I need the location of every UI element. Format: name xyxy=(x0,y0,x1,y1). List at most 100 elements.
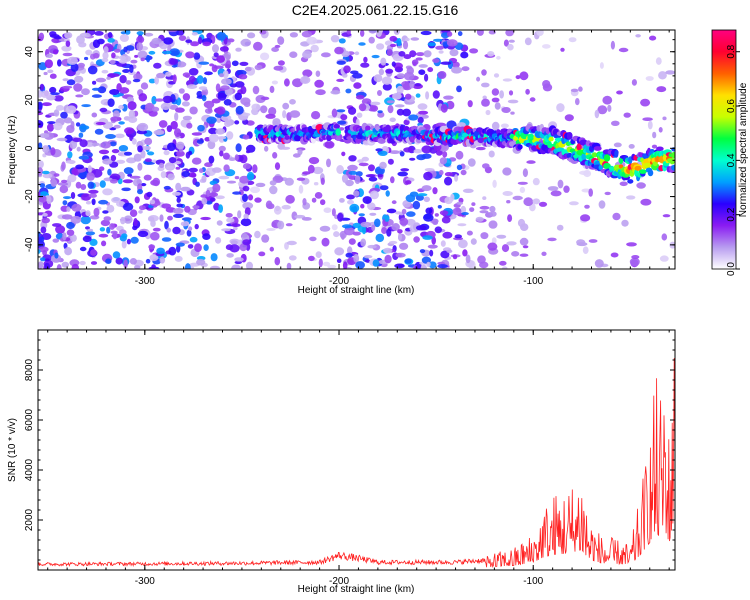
spectrogram-cell xyxy=(226,217,235,223)
spectrogram-cell xyxy=(138,93,148,102)
spectrogram-cell xyxy=(315,89,326,96)
spectrogram-cell xyxy=(458,239,468,249)
spectrogram-cell xyxy=(652,161,658,167)
spectrogram-cell xyxy=(419,249,426,254)
spectrogram-cell xyxy=(423,171,433,181)
spectrogram-cell xyxy=(182,93,191,101)
spectrogram-cell xyxy=(505,30,514,37)
spectrogram-cell xyxy=(576,143,582,151)
spectrogram-cell xyxy=(377,110,383,114)
spectrogram-cell xyxy=(610,40,616,50)
spectrogram-cell xyxy=(169,48,180,56)
spectrogram-cell xyxy=(101,240,107,247)
spectrogram-cell xyxy=(247,194,254,201)
spectrogram-cell xyxy=(79,125,90,130)
spectrogram-cell xyxy=(507,99,519,104)
spectrogram-cell xyxy=(455,150,464,160)
spectrogram-cell xyxy=(39,133,50,139)
spectrogram-cell xyxy=(427,42,436,47)
spectrogram-cell xyxy=(161,203,172,209)
spectrogram-cell xyxy=(123,151,133,156)
spectrogram-cell xyxy=(432,58,440,63)
spectrogram-cell xyxy=(475,146,486,151)
spectrogram-cell xyxy=(67,151,73,159)
spectrogram-cell xyxy=(97,38,105,45)
spectrogram-cell xyxy=(178,88,185,94)
y-tick-label: 0 xyxy=(24,145,35,151)
spectrogram-cell xyxy=(336,60,346,65)
spectrogram-cell xyxy=(403,147,413,153)
spectrogram-cell xyxy=(97,86,107,94)
spectrogram-cell xyxy=(38,120,44,128)
spectrogram-cell xyxy=(434,226,442,234)
y-tick-label: 6000 xyxy=(24,408,35,431)
spectrogram-cell xyxy=(138,210,143,214)
spectrogram-cell xyxy=(368,176,378,182)
spectrogram-cell xyxy=(111,52,116,59)
spectrogram-cell xyxy=(397,229,403,234)
spectrogram-cell xyxy=(43,71,48,76)
spectrogram-cell xyxy=(81,88,90,96)
spectrogram-cell xyxy=(380,57,387,66)
spectrogram-cell xyxy=(168,157,177,164)
colorbar: 0.0 0.2 0.4 0.6 0.8 Normalized spectral ampl… xyxy=(711,29,749,276)
spectrogram-cell xyxy=(547,237,557,242)
spectrogram-cell xyxy=(165,71,172,77)
spectrogram-cell xyxy=(395,66,402,71)
spectrogram-cell xyxy=(235,47,242,52)
spectrogram-cell xyxy=(76,146,81,152)
spectrogram-cell xyxy=(265,113,276,119)
spectrogram-cell xyxy=(519,71,529,81)
spectrogram-cell xyxy=(210,197,216,202)
spectrogram-cell xyxy=(289,32,298,38)
spectrogram-cell xyxy=(274,162,281,171)
spectrogram-cell xyxy=(524,37,532,46)
spectrogram-cell xyxy=(599,62,604,69)
spectrogram-cell xyxy=(372,259,380,267)
spectrogram-cell xyxy=(365,174,376,178)
spectrogram-cell xyxy=(113,124,121,129)
spectrogram-cell xyxy=(62,52,73,57)
spectrogram-cell xyxy=(612,212,621,221)
colorbar-gradient xyxy=(712,30,736,269)
spectrogram-cell xyxy=(63,196,72,200)
spectrogram-cell xyxy=(114,48,121,53)
spectrogram-cell xyxy=(348,238,356,245)
spectrogram-cell xyxy=(467,158,476,167)
spectrogram-cell xyxy=(502,191,513,196)
spectrogram-cell xyxy=(247,32,256,39)
spectrogram-cell xyxy=(308,255,315,262)
spectrogram-cell xyxy=(414,83,422,87)
spectrogram-cell xyxy=(118,55,126,60)
spectrogram-cell xyxy=(170,120,178,130)
spectrogram-cell xyxy=(643,162,652,168)
spectrogram-cell xyxy=(405,218,416,226)
spectrogram-cell xyxy=(399,217,409,226)
chart-title: C2E4.2025.061.22.15.G16 xyxy=(291,2,459,18)
spectrogram-cell xyxy=(239,243,248,252)
spectrogram-cell xyxy=(369,190,379,200)
spectrogram-cell xyxy=(384,40,393,46)
spectrogram-cell xyxy=(607,104,612,112)
colorbar-label: Normalized spectral amplitude xyxy=(738,82,749,217)
spectrogram-cell xyxy=(348,106,357,115)
spectrogram-cell xyxy=(47,69,54,74)
spectrogram-cell xyxy=(411,59,419,65)
spectrogram-cell xyxy=(390,43,397,48)
spectrogram-cell xyxy=(118,87,130,94)
spectrogram-cell xyxy=(38,142,43,150)
spectrogram-cell xyxy=(322,261,331,267)
spectrogram-cell xyxy=(507,214,513,223)
spectrogram-cell xyxy=(107,98,115,107)
spectrogram-cell xyxy=(159,256,166,264)
spectrogram-cell xyxy=(655,57,662,65)
spectrogram-cell xyxy=(61,45,72,52)
spectrogram-cell xyxy=(194,223,199,230)
spectrogram-cell xyxy=(461,212,469,216)
spectrogram-cell xyxy=(136,31,144,36)
spectrogram-cell xyxy=(272,118,281,127)
spectrogram-cell xyxy=(519,237,529,246)
spectrogram-cell xyxy=(173,213,184,218)
spectrogram-cell xyxy=(222,70,229,79)
spectrogram-cell xyxy=(399,151,405,157)
